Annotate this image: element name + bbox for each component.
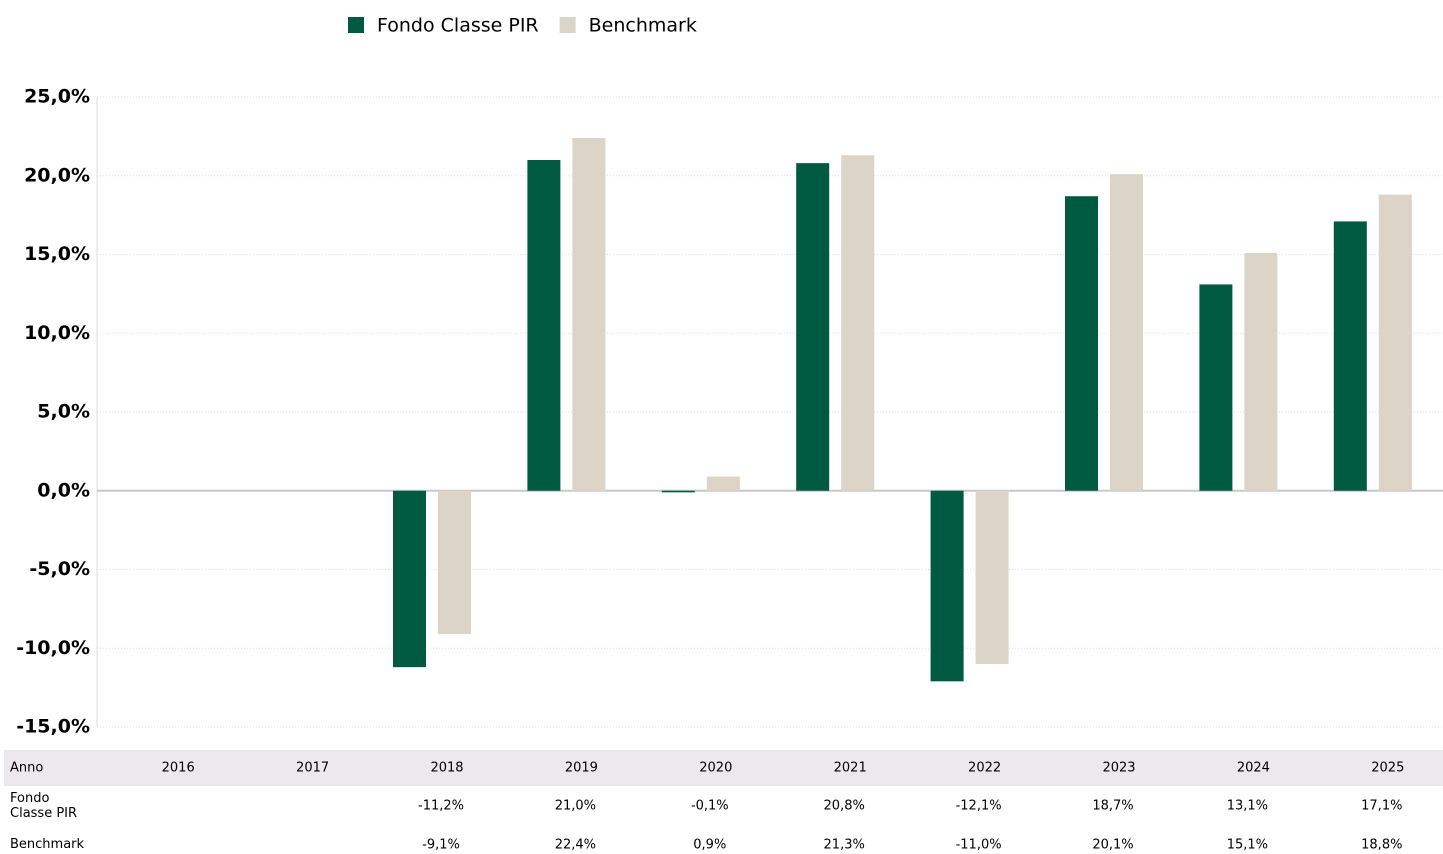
table-value: 21,3% <box>824 838 865 853</box>
table-value: 22,4% <box>555 838 596 853</box>
x-tick-label: 2025 <box>1371 761 1404 776</box>
x-tick-label: 2021 <box>834 761 867 776</box>
bar <box>1110 174 1143 491</box>
x-tick-label: 2019 <box>565 761 598 776</box>
y-tick-label: -15,0% <box>16 716 90 738</box>
bar <box>393 490 426 668</box>
y-tick-label: 20,0% <box>24 164 90 186</box>
bar <box>1333 221 1367 491</box>
bar <box>975 490 1009 664</box>
bar <box>930 490 964 682</box>
bar <box>796 163 830 491</box>
legend-label: Fondo Classe PIR <box>377 15 539 37</box>
x-tick-label: 2023 <box>1102 761 1135 776</box>
table-value: 18,7% <box>1092 799 1133 814</box>
table-value: -12,1% <box>956 799 1002 814</box>
y-tick-label: 10,0% <box>24 322 90 344</box>
bar <box>527 160 561 491</box>
y-tick-label: 15,0% <box>24 243 90 265</box>
table-value: 0,9% <box>693 838 726 853</box>
bar <box>438 490 471 635</box>
y-tick-label: -5,0% <box>29 558 90 580</box>
bar <box>572 137 606 491</box>
legend-label: Benchmark <box>589 15 697 37</box>
table-value: 15,1% <box>1227 838 1268 853</box>
x-tick-label: 2020 <box>699 761 732 776</box>
table-value: 17,1% <box>1361 799 1402 814</box>
y-tick-label: -10,0% <box>16 637 90 659</box>
y-tick-label: 0,0% <box>37 479 90 501</box>
x-tick-label: 2016 <box>162 761 195 776</box>
bar <box>1065 196 1098 491</box>
table-value: 20,1% <box>1092 838 1133 853</box>
legend-swatch <box>348 17 364 33</box>
table-value: 21,0% <box>555 799 596 814</box>
table-value: -11,0% <box>956 838 1002 853</box>
x-tick-label: 2022 <box>968 761 1001 776</box>
table-value: -0,1% <box>691 799 729 814</box>
x-tick-label: 2024 <box>1237 761 1270 776</box>
table-value: 18,8% <box>1361 838 1402 853</box>
table-value: 13,1% <box>1227 799 1268 814</box>
table-value: -9,1% <box>422 838 460 853</box>
table-value: 20,8% <box>824 799 865 814</box>
row-header: Benchmark <box>10 837 85 852</box>
y-tick-label: 5,0% <box>37 401 90 423</box>
bar <box>1199 284 1233 491</box>
table-header-label: Anno <box>10 761 43 776</box>
y-tick-label: 25,0% <box>24 86 90 108</box>
table-header-band <box>4 750 1443 786</box>
bar <box>1244 252 1278 491</box>
bar <box>661 490 695 493</box>
x-tick-label: 2018 <box>430 761 463 776</box>
bar <box>841 155 875 491</box>
x-tick-label: 2017 <box>296 761 329 776</box>
table-value: -11,2% <box>418 799 464 814</box>
bar <box>1378 194 1412 491</box>
bar <box>706 476 740 491</box>
legend-swatch <box>559 17 576 33</box>
row-header: Fondo Classe PIR <box>10 791 78 821</box>
